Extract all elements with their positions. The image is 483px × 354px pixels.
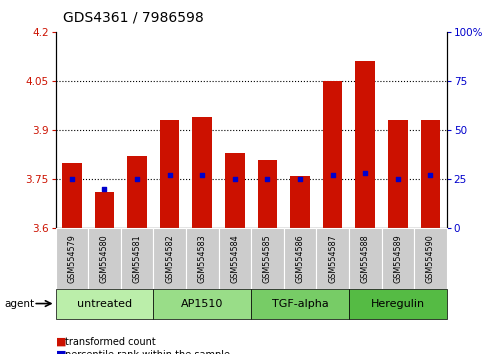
Bar (251, 289, 349, 319)
Text: GSM554581: GSM554581 (132, 234, 142, 283)
Text: transformed count: transformed count (65, 337, 156, 347)
Bar (323, 81, 342, 228)
Point (166, 172, 173, 178)
Text: untreated: untreated (77, 298, 132, 309)
Bar (251, 228, 284, 289)
Bar (316, 228, 349, 289)
Bar (225, 153, 245, 228)
Bar (349, 228, 382, 289)
Text: GSM554579: GSM554579 (67, 234, 76, 283)
Point (361, 171, 369, 176)
Bar (388, 120, 408, 228)
Text: Heregulin: Heregulin (371, 298, 425, 309)
Bar (56, 228, 88, 289)
Bar (414, 228, 447, 289)
Text: GSM554589: GSM554589 (393, 234, 402, 283)
Bar (219, 228, 251, 289)
Bar (186, 228, 218, 289)
Point (426, 172, 434, 178)
Text: GSM554583: GSM554583 (198, 234, 207, 283)
Text: AP1510: AP1510 (181, 298, 224, 309)
Bar (62, 163, 82, 228)
Text: percentile rank within the sample: percentile rank within the sample (65, 350, 230, 354)
Text: GSM554585: GSM554585 (263, 234, 272, 283)
Text: GSM554584: GSM554584 (230, 234, 240, 283)
Point (329, 172, 337, 178)
Point (296, 176, 304, 182)
Bar (56, 289, 154, 319)
Bar (421, 120, 440, 228)
Bar (349, 289, 447, 319)
Text: GSM554582: GSM554582 (165, 234, 174, 283)
Point (394, 176, 402, 182)
Point (100, 186, 108, 192)
Bar (154, 289, 251, 319)
Bar (154, 228, 186, 289)
Bar (88, 228, 121, 289)
Point (264, 176, 271, 182)
Bar (355, 61, 375, 228)
Text: GSM554586: GSM554586 (296, 234, 305, 283)
Text: GSM554590: GSM554590 (426, 234, 435, 283)
Text: GSM554587: GSM554587 (328, 234, 337, 283)
Text: agent: agent (5, 298, 35, 309)
Bar (382, 228, 414, 289)
Point (231, 176, 239, 182)
Bar (193, 117, 212, 228)
Text: ■: ■ (56, 350, 66, 354)
Bar (95, 192, 114, 228)
Bar (290, 176, 310, 228)
Bar (258, 160, 277, 228)
Text: TGF-alpha: TGF-alpha (272, 298, 328, 309)
Bar (121, 228, 154, 289)
Point (199, 172, 206, 178)
Text: GSM554588: GSM554588 (361, 234, 370, 283)
Bar (160, 120, 180, 228)
Point (133, 176, 141, 182)
Point (68, 176, 76, 182)
Text: ■: ■ (56, 337, 66, 347)
Bar (284, 228, 316, 289)
Text: GDS4361 / 7986598: GDS4361 / 7986598 (63, 11, 203, 25)
Text: GSM554580: GSM554580 (100, 234, 109, 283)
Bar (128, 156, 147, 228)
